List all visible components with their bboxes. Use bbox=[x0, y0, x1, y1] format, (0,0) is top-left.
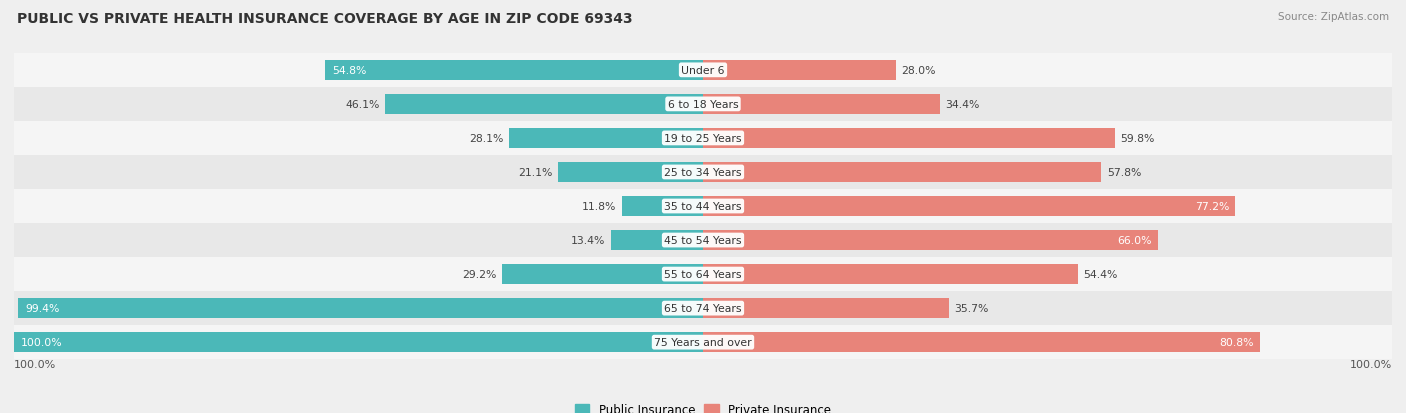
Bar bbox=[14, 156, 1392, 190]
Bar bbox=[14, 54, 1392, 88]
Text: 77.2%: 77.2% bbox=[1195, 202, 1229, 211]
Text: 6 to 18 Years: 6 to 18 Years bbox=[668, 100, 738, 109]
Text: 65 to 74 Years: 65 to 74 Years bbox=[664, 304, 742, 313]
Bar bbox=[703, 332, 1260, 352]
Bar bbox=[14, 292, 1392, 325]
Text: 19 to 25 Years: 19 to 25 Years bbox=[664, 133, 742, 144]
Text: 54.4%: 54.4% bbox=[1083, 269, 1118, 280]
Bar bbox=[14, 190, 1392, 223]
Bar bbox=[385, 95, 703, 114]
Bar bbox=[703, 197, 1234, 216]
Text: 66.0%: 66.0% bbox=[1118, 235, 1152, 245]
Bar bbox=[703, 299, 949, 318]
Text: 35.7%: 35.7% bbox=[955, 304, 988, 313]
Text: 25 to 34 Years: 25 to 34 Years bbox=[664, 168, 742, 178]
Text: 80.8%: 80.8% bbox=[1219, 337, 1254, 347]
Bar bbox=[703, 163, 1101, 183]
Text: 11.8%: 11.8% bbox=[582, 202, 616, 211]
Bar bbox=[621, 197, 703, 216]
Text: 99.4%: 99.4% bbox=[25, 304, 59, 313]
Legend: Public Insurance, Private Insurance: Public Insurance, Private Insurance bbox=[571, 398, 835, 413]
Text: 21.1%: 21.1% bbox=[517, 168, 553, 178]
Text: Source: ZipAtlas.com: Source: ZipAtlas.com bbox=[1278, 12, 1389, 22]
Text: 55 to 64 Years: 55 to 64 Years bbox=[664, 269, 742, 280]
Text: 29.2%: 29.2% bbox=[463, 269, 496, 280]
Bar bbox=[14, 88, 1392, 121]
Bar bbox=[558, 163, 703, 183]
Text: 28.1%: 28.1% bbox=[470, 133, 503, 144]
Bar bbox=[610, 230, 703, 250]
Text: 28.0%: 28.0% bbox=[901, 66, 936, 76]
Text: 46.1%: 46.1% bbox=[346, 100, 380, 109]
Bar bbox=[14, 257, 1392, 292]
Bar bbox=[18, 299, 703, 318]
Text: 34.4%: 34.4% bbox=[945, 100, 980, 109]
Text: 45 to 54 Years: 45 to 54 Years bbox=[664, 235, 742, 245]
Bar bbox=[703, 129, 1115, 148]
Text: 54.8%: 54.8% bbox=[332, 66, 367, 76]
Bar bbox=[703, 230, 1157, 250]
Text: 35 to 44 Years: 35 to 44 Years bbox=[664, 202, 742, 211]
Text: PUBLIC VS PRIVATE HEALTH INSURANCE COVERAGE BY AGE IN ZIP CODE 69343: PUBLIC VS PRIVATE HEALTH INSURANCE COVER… bbox=[17, 12, 633, 26]
Bar bbox=[703, 95, 941, 114]
Text: 100.0%: 100.0% bbox=[21, 337, 63, 347]
Bar bbox=[502, 265, 703, 284]
Bar bbox=[14, 223, 1392, 257]
Bar bbox=[14, 325, 1392, 359]
Text: 59.8%: 59.8% bbox=[1121, 133, 1154, 144]
Bar bbox=[703, 61, 896, 81]
Text: 100.0%: 100.0% bbox=[14, 359, 56, 369]
Text: 100.0%: 100.0% bbox=[1350, 359, 1392, 369]
Bar bbox=[14, 121, 1392, 156]
Text: 13.4%: 13.4% bbox=[571, 235, 605, 245]
Text: 75 Years and over: 75 Years and over bbox=[654, 337, 752, 347]
Bar bbox=[509, 129, 703, 148]
Bar bbox=[325, 61, 703, 81]
Bar bbox=[703, 265, 1078, 284]
Text: 57.8%: 57.8% bbox=[1107, 168, 1142, 178]
Text: Under 6: Under 6 bbox=[682, 66, 724, 76]
Bar bbox=[14, 332, 703, 352]
